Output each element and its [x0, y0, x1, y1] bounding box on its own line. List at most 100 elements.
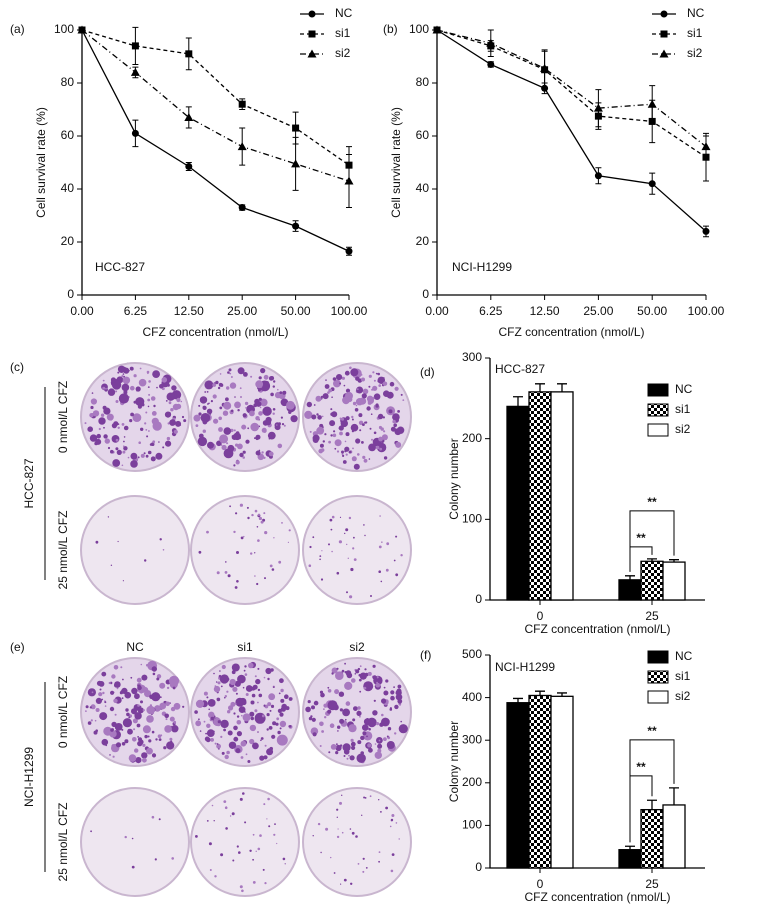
colony	[123, 436, 126, 438]
colony	[144, 422, 147, 425]
colony	[368, 385, 371, 388]
colony	[241, 700, 247, 706]
colony	[106, 413, 114, 421]
colony	[213, 820, 215, 822]
colony	[394, 386, 399, 391]
colony	[234, 586, 238, 589]
axes	[436, 30, 706, 296]
colony	[345, 670, 352, 676]
colony	[331, 550, 333, 553]
colony	[105, 387, 107, 390]
colony	[122, 678, 124, 681]
colony	[98, 692, 103, 697]
colony	[341, 794, 343, 796]
colony	[240, 740, 247, 747]
colony	[261, 451, 264, 454]
colony	[333, 872, 336, 874]
colony	[155, 452, 163, 460]
colony	[145, 454, 149, 458]
legend-label: si1	[335, 26, 351, 40]
colony	[226, 750, 230, 755]
colony	[239, 797, 243, 801]
colony	[358, 673, 362, 677]
colony	[145, 429, 148, 431]
colony	[175, 420, 182, 427]
colony	[341, 453, 344, 455]
colony	[333, 379, 341, 388]
colony	[230, 376, 233, 378]
colony	[360, 374, 363, 376]
colony	[114, 723, 123, 731]
colony	[226, 442, 229, 445]
colony	[286, 400, 295, 410]
colony	[368, 727, 371, 731]
colony	[260, 368, 266, 374]
colony	[271, 568, 275, 571]
colony	[240, 396, 242, 398]
colony	[219, 434, 229, 444]
colony	[103, 726, 113, 736]
colony	[368, 458, 371, 460]
colony	[260, 520, 264, 524]
colony	[198, 404, 201, 407]
colony	[344, 450, 347, 453]
colony	[121, 742, 126, 746]
y-tick-label: 80	[61, 75, 75, 89]
x-tick-label: 0	[537, 609, 544, 623]
colony	[89, 706, 92, 709]
colony	[112, 724, 115, 727]
colony	[341, 450, 344, 454]
colony	[316, 413, 319, 416]
colony	[137, 456, 140, 459]
colony	[90, 398, 97, 405]
colony	[327, 689, 332, 693]
colony	[365, 867, 368, 869]
colony	[261, 714, 265, 718]
colony	[254, 575, 256, 577]
colony	[103, 434, 108, 439]
colony	[319, 721, 324, 727]
point	[593, 103, 603, 112]
colony	[397, 684, 402, 689]
colony	[346, 757, 349, 760]
colony	[147, 450, 152, 455]
colony	[372, 664, 376, 668]
colony	[380, 580, 383, 583]
colony	[151, 730, 155, 734]
error-bar	[535, 690, 545, 696]
colony	[244, 665, 247, 668]
legend-marker	[308, 10, 316, 18]
colony	[159, 702, 167, 710]
colony	[244, 711, 246, 713]
colony	[160, 734, 163, 737]
colony	[395, 689, 402, 696]
legend-marker	[308, 30, 316, 38]
colony	[328, 388, 333, 393]
series-line	[436, 29, 707, 148]
colony	[180, 400, 183, 403]
colony	[122, 373, 125, 375]
colony	[373, 379, 376, 382]
colony	[268, 825, 271, 828]
colony	[394, 428, 402, 436]
point	[130, 67, 140, 76]
colony	[142, 709, 145, 712]
colony	[355, 398, 364, 406]
colony	[224, 696, 226, 699]
colony	[232, 859, 235, 862]
colony	[116, 449, 122, 455]
legend-label: NC	[675, 382, 693, 396]
colony	[204, 736, 210, 742]
colony	[363, 686, 367, 690]
colony	[156, 677, 160, 681]
colony	[206, 820, 209, 822]
colony	[99, 712, 108, 721]
colony	[213, 685, 221, 693]
colony	[273, 537, 275, 539]
colony	[213, 418, 219, 424]
colony	[110, 564, 113, 566]
colony	[245, 753, 248, 756]
colony	[329, 723, 335, 728]
legend-label: si2	[675, 689, 691, 703]
colony	[98, 417, 106, 425]
